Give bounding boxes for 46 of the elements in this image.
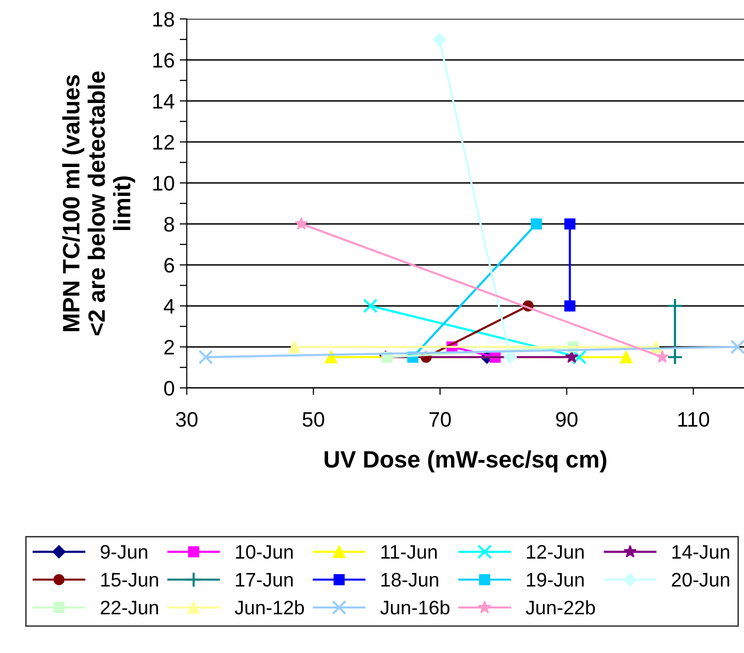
x-tick-label: 50 (302, 412, 324, 427)
x-axis-title: UV Dose (mW-sec/sq cm) (324, 450, 606, 472)
x-tick-label: 30 (176, 412, 198, 427)
y-tick-label: 18 (153, 12, 174, 27)
legend-label: 18-Jun (381, 572, 438, 587)
point (432, 32, 446, 46)
point (288, 340, 301, 354)
legend-label: 9-Jun (100, 545, 148, 559)
point (620, 350, 632, 364)
point (564, 218, 576, 230)
point (564, 300, 576, 312)
point (666, 349, 683, 366)
x-tick-label: 110 (678, 412, 710, 427)
x-tick-label: 90 (556, 412, 578, 427)
y-tick-label: 6 (164, 258, 174, 273)
legend-label: Jun-16b (380, 600, 450, 614)
legend-label: 19-Jun (526, 572, 584, 587)
point (363, 298, 378, 314)
legend-label: 20-Jun (672, 572, 730, 587)
y-tick-label: 2 (164, 340, 174, 354)
point (530, 218, 542, 230)
y-tick-label: 0 (164, 380, 174, 396)
legend-label: 14-Jun (672, 545, 730, 559)
y-tick-label: 16 (153, 52, 174, 68)
y-tick-label: 12 (153, 134, 174, 150)
point (294, 216, 308, 230)
point (656, 350, 669, 363)
y-axis-title: MPN TC/100 ml (values <2 are below detectable limit) (62, 71, 136, 336)
legend-label: 11-Jun (381, 545, 437, 559)
point (666, 298, 683, 314)
legend-label: Jun-12b (234, 600, 304, 614)
y-tick-label: 4 (164, 299, 174, 314)
x-tick-label: 70 (430, 412, 451, 427)
legend-label: 10-Jun (236, 545, 293, 559)
point (504, 350, 517, 364)
point (572, 350, 587, 364)
legend-label: 15-Jun (101, 573, 158, 587)
legend-label: 12-Jun (526, 545, 584, 559)
legend-label: 17-Jun (236, 573, 293, 587)
y-tick-label: 14 (153, 94, 174, 108)
y-tick-label: 8 (164, 216, 174, 232)
legend-label: Jun-22b (526, 600, 595, 614)
point (730, 340, 744, 354)
legend-label: 22-Jun (100, 600, 158, 614)
y-tick-label: 10 (153, 176, 174, 191)
point (198, 350, 214, 364)
